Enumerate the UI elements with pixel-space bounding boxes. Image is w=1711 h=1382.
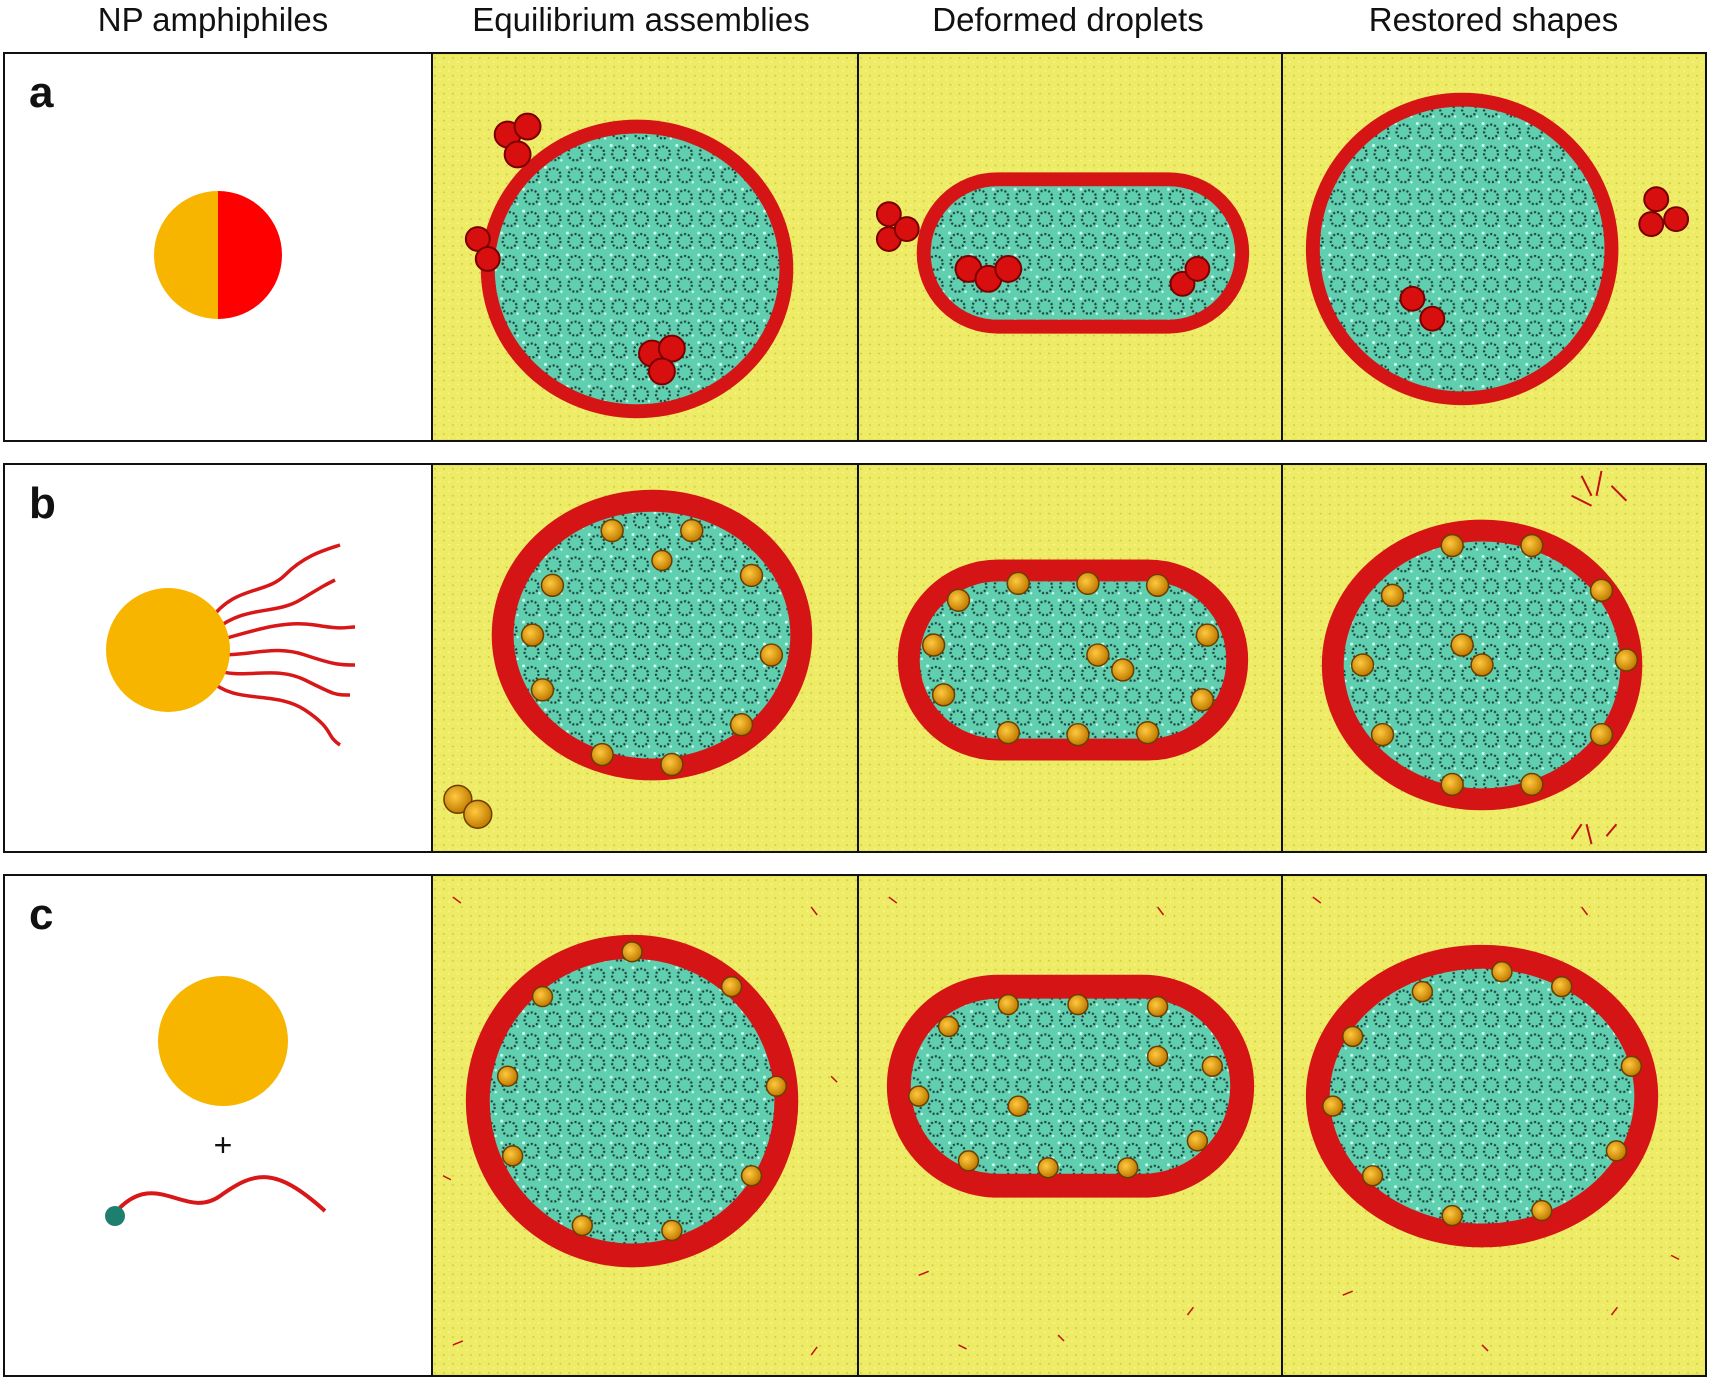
row-a: a	[3, 52, 1707, 442]
row-c: c +	[3, 874, 1707, 1377]
row-label-b: b	[29, 479, 56, 528]
panel-a-restored	[1281, 54, 1705, 440]
panel-a-deformed	[857, 54, 1281, 440]
svg-text:+: +	[214, 1127, 233, 1163]
row-label-c: c	[29, 890, 54, 939]
row-b: b	[3, 463, 1707, 853]
panel-c-restored	[1281, 876, 1705, 1375]
schematic-janus-nanoparticle: a	[5, 54, 431, 440]
panel-c-equilibrium	[431, 876, 857, 1375]
column-header-equilibrium-assemblies: Equilibrium assemblies	[472, 1, 810, 38]
column-header-np-amphiphiles: NP amphiphiles	[97, 1, 329, 38]
panel-b-deformed	[857, 465, 1281, 851]
janus-red-half	[218, 191, 282, 319]
column-header-deformed-droplets: Deformed droplets	[932, 1, 1204, 38]
row-label-a: a	[29, 68, 54, 117]
schematic-tethered-nanoparticle: b	[5, 465, 431, 851]
panel-c-deformed	[857, 876, 1281, 1375]
janus-orange-half	[154, 191, 218, 319]
panel-a-equilibrium	[431, 54, 857, 440]
panel-b-restored	[1281, 465, 1705, 851]
column-header-restored-shapes: Restored shapes	[1368, 1, 1619, 38]
surfactant-head	[105, 1206, 125, 1226]
nanoparticle-circle	[158, 976, 288, 1106]
panel-b-equilibrium	[431, 465, 857, 851]
schematic-nanoparticle-plus-surfactant: c +	[5, 876, 431, 1375]
